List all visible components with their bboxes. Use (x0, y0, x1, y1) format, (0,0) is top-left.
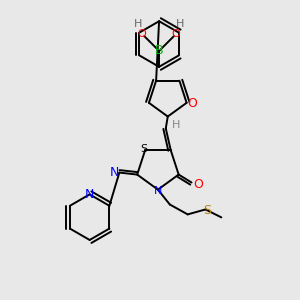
Text: S: S (141, 144, 148, 154)
Text: O: O (172, 29, 180, 39)
Text: N: N (154, 186, 162, 196)
Text: N: N (85, 188, 94, 201)
Text: N: N (110, 166, 119, 179)
Text: H: H (172, 120, 180, 130)
Text: S: S (203, 204, 211, 217)
Text: O: O (194, 178, 203, 191)
Text: O: O (188, 97, 197, 110)
Text: H: H (134, 19, 142, 29)
Text: B: B (155, 44, 164, 57)
Text: H: H (176, 19, 184, 29)
Text: O: O (138, 29, 147, 39)
